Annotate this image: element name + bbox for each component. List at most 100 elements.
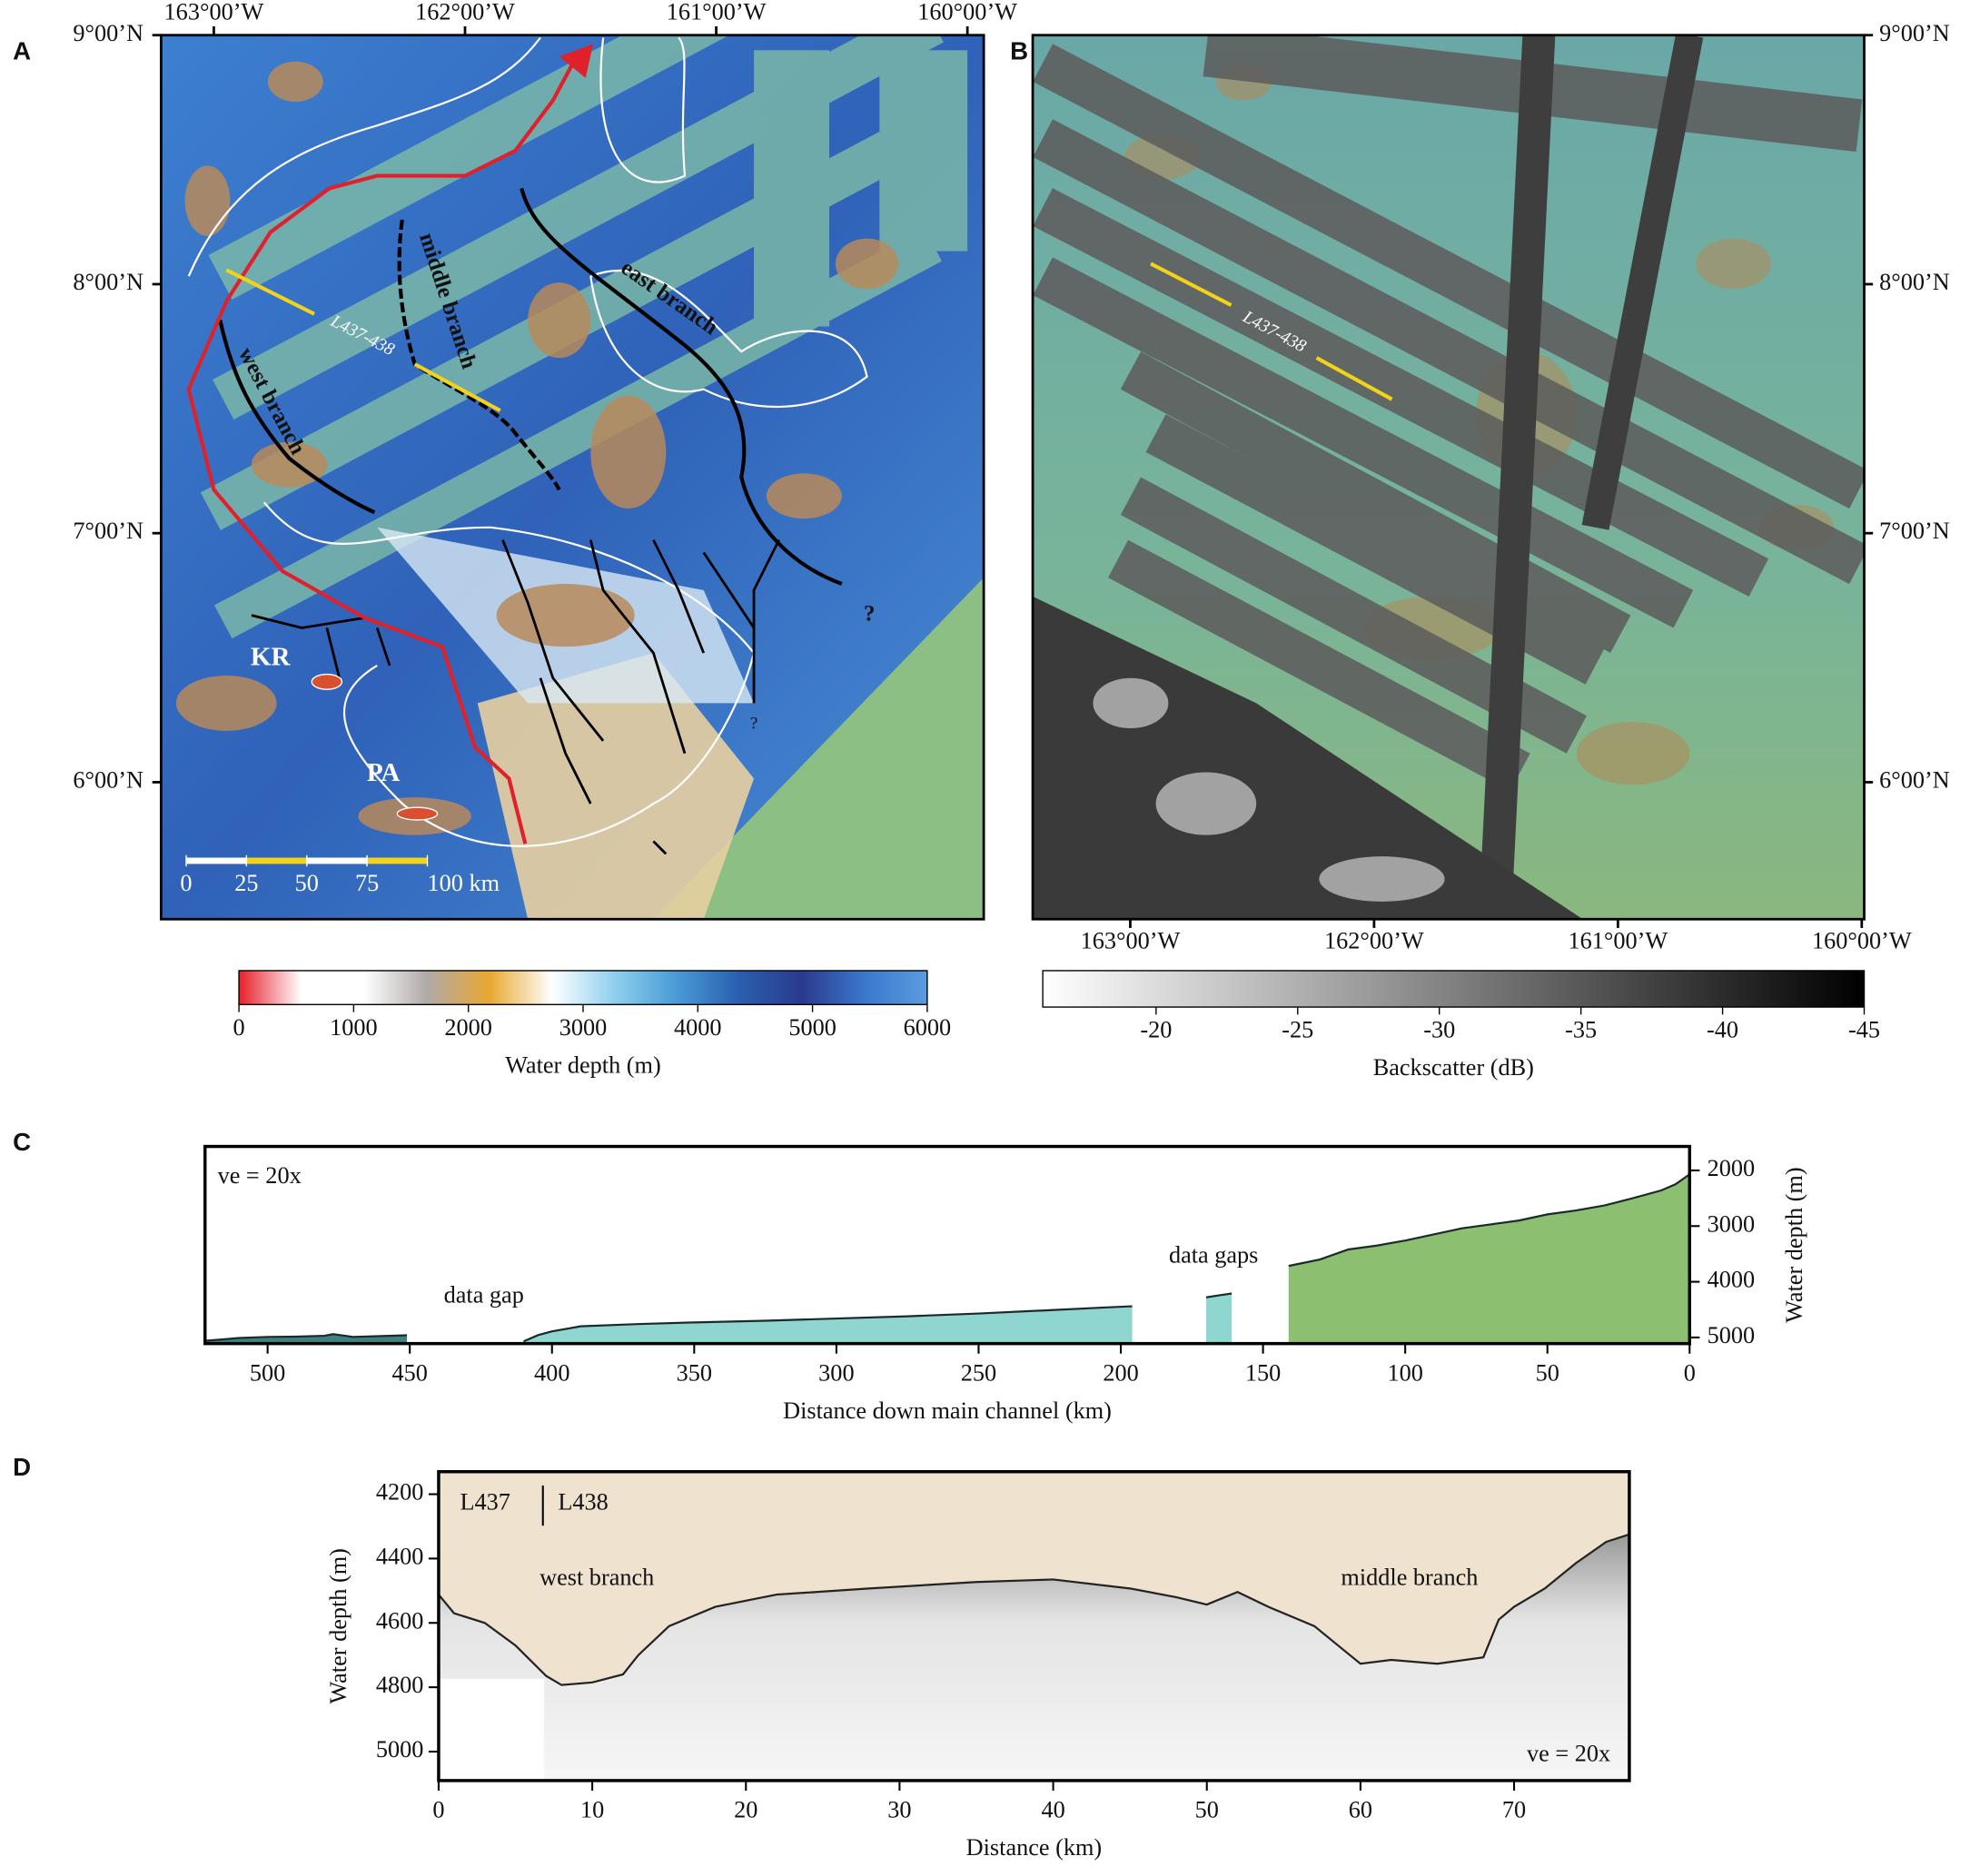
annotation: L437 (460, 1489, 510, 1516)
x-tick-label: 70 (1502, 1797, 1526, 1823)
panel-label: B (1010, 36, 1028, 64)
x-tick-label: 250 (961, 1359, 996, 1386)
annotation: ve = 20x (218, 1162, 302, 1189)
fan-area (477, 653, 755, 920)
scale-label: 50 (295, 870, 319, 896)
profile-track (225, 268, 501, 413)
x-tick-label: 0 (1684, 1359, 1696, 1386)
colorbar-tick-label: 1000 (330, 1014, 378, 1041)
x-tick-label: 10 (580, 1797, 604, 1823)
annotation: middle branch (1341, 1565, 1478, 1591)
x-tick-label: 160°00’W (1812, 928, 1912, 954)
y-tick-label: 7°00’N (73, 518, 144, 544)
tributaries (251, 539, 780, 855)
scale-segment (306, 857, 368, 864)
y-tick-label: 9°00’N (1879, 20, 1950, 46)
colorbar-tick-label: -40 (1707, 1017, 1738, 1043)
x-tick-label: 150 (1245, 1359, 1281, 1386)
x-tick-label: 20 (734, 1797, 757, 1823)
x-tick-label: 60 (1349, 1797, 1372, 1823)
x-tick-label: 300 (818, 1359, 854, 1386)
x-tick-label: 163°00’W (164, 0, 264, 25)
annotation: PA (367, 758, 401, 787)
area-fill (204, 1334, 408, 1344)
x-tick-label: 400 (534, 1359, 569, 1386)
x-tick-label: 350 (677, 1359, 712, 1386)
scale-segment (367, 857, 428, 864)
colorbar-tick-label: -35 (1565, 1017, 1597, 1043)
y-tick-label: 4400 (376, 1543, 424, 1569)
flow-arrow (559, 44, 594, 78)
x-tick-label: 100 (1387, 1359, 1422, 1386)
transit-swaths (1478, 35, 1704, 920)
y-tick-label: 2000 (1708, 1155, 1756, 1181)
annotation: data gap (444, 1282, 524, 1308)
scale-segment (246, 857, 307, 864)
frame (203, 1144, 1692, 1346)
y-tick-label: 9°00’N (73, 20, 144, 46)
y-tick-label: 4800 (376, 1672, 424, 1698)
x-tick-label: 50 (1536, 1359, 1559, 1386)
area-fill (1288, 1174, 1690, 1344)
main-channel (186, 64, 574, 844)
colorbar-tick-label: 5000 (788, 1014, 837, 1041)
outlines (187, 36, 868, 847)
x-tick-label: 50 (1195, 1797, 1219, 1823)
y-tick-label: 4200 (376, 1479, 424, 1506)
y-tick-label: 6°00’N (73, 766, 144, 793)
shallow-area (653, 578, 985, 920)
x-tick-label: 500 (250, 1359, 285, 1386)
y-tick-label: 4000 (1708, 1267, 1756, 1293)
colorbar (1042, 970, 1866, 1008)
y-tick-label: 5000 (1708, 1322, 1756, 1348)
y-tick-label: 6°00’N (1879, 766, 1950, 793)
y-tick-label: 8°00’N (1879, 269, 1950, 295)
water-fill (438, 1471, 1629, 1685)
colorbar-title: Water depth (m) (505, 1052, 660, 1078)
dark-mosaic (1033, 596, 1583, 920)
colorbar-tick-label: -30 (1423, 1017, 1455, 1043)
y-axis-label: Water depth (m) (1781, 1167, 1807, 1322)
y-tick-label: 7°00’N (1879, 518, 1950, 544)
annotation: ? (864, 601, 875, 626)
x-tick-label: 162°00’W (415, 0, 515, 25)
colorbar-tick-label: 4000 (674, 1014, 722, 1041)
scale-segment (185, 857, 247, 864)
colorbar-tick-label: 0 (233, 1014, 245, 1041)
x-tick-label: 163°00’W (1081, 928, 1181, 954)
y-axis-label: Water depth (m) (325, 1548, 351, 1703)
annotation: ? (750, 714, 758, 733)
annotation: ve = 20x (1527, 1740, 1610, 1766)
colorbar-tick-label: 6000 (904, 1014, 952, 1041)
data-gap (438, 1678, 545, 1781)
annotation: west branch (540, 1565, 654, 1591)
x-tick-label: 160°00’W (917, 0, 1017, 25)
frame (159, 34, 985, 921)
scale-bar: 0 25 50 75 100 km (180, 854, 500, 896)
bright-patches (1093, 677, 1445, 902)
x-tick-label: 162°00’W (1324, 928, 1424, 954)
x-tick-label: 30 (887, 1797, 911, 1823)
scale-label: 25 (234, 870, 258, 896)
x-tick-label: 450 (391, 1359, 427, 1386)
profile-line (204, 1173, 1690, 1343)
area-fill (523, 1306, 1133, 1344)
frame (1031, 34, 1866, 921)
area-fill (1205, 1293, 1232, 1344)
branches (218, 187, 843, 586)
annotation: L438 (558, 1489, 608, 1516)
x-tick-label: 161°00’W (1568, 928, 1668, 954)
scale-label: 100 km (428, 870, 500, 896)
map-b: L437-438 (1033, 35, 1865, 920)
profile-line (438, 1533, 1630, 1686)
y-tick-label: 5000 (376, 1736, 424, 1762)
y-tick-label: 8°00’N (73, 269, 144, 295)
x-axis-label: Distance down main channel (km) (783, 1397, 1112, 1424)
colorbar-tick-label: -25 (1282, 1017, 1313, 1043)
panel-label: A (13, 36, 31, 64)
colorbar-title: Backscatter (dB) (1373, 1054, 1534, 1081)
colorbar-tick-label: 3000 (559, 1014, 608, 1041)
annotation: KR (251, 643, 292, 672)
